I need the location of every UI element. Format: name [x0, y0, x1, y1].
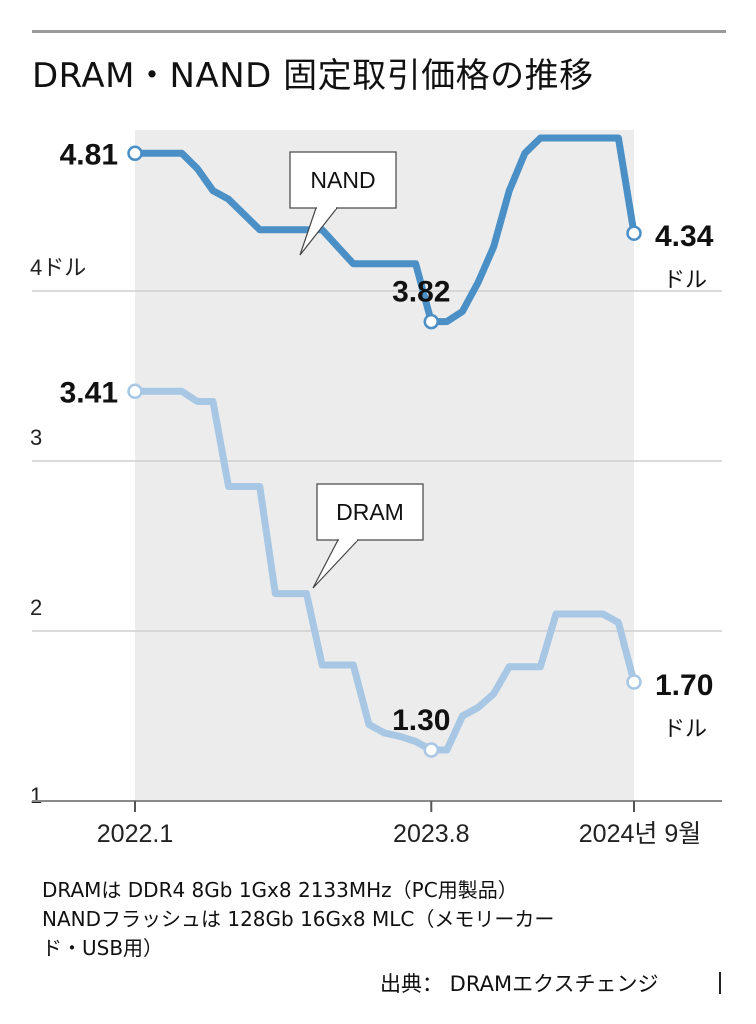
chart-title: DRAM・NAND 固定取引価格の推移 — [32, 56, 594, 96]
data-point-marker — [423, 313, 440, 330]
series-line-dram — [131, 387, 638, 754]
data-point-marker — [127, 145, 143, 162]
note-line-dram: DRAMは DDR4 8Gb 1Gx8 2133MHz（PC用製品） — [42, 878, 518, 902]
value-unit-end: ドル — [663, 268, 707, 293]
y-tick-label: 3 — [30, 425, 42, 450]
note-line-nand-cont: ド・USB用） — [42, 936, 164, 960]
y-tick-label: 1 — [30, 783, 42, 808]
series-lines — [127, 134, 642, 758]
x-tick-label: 2022.1 — [97, 820, 173, 848]
data-point-marker — [626, 674, 642, 690]
y-tick-label: 2 — [30, 595, 42, 620]
timeline-shade — [135, 130, 634, 801]
top-rule — [32, 30, 726, 33]
value-label-start: 3.41 — [60, 376, 118, 409]
callout-box — [289, 151, 397, 209]
y-axis-ticks: 1 2 3 4ドル — [30, 255, 86, 808]
data-labels: 4.81 3.82 4.34 ドル 3.41 1.30 1.70 ドル — [60, 138, 714, 742]
callout-box — [316, 483, 424, 541]
data-point-marker — [423, 742, 440, 758]
series-name-label: NAND — [310, 167, 375, 193]
series-name-label: DRAM — [336, 499, 404, 525]
source-rule — [719, 972, 721, 994]
value-label-mid: 1.30 — [392, 704, 450, 737]
data-point-marker — [626, 225, 642, 241]
value-label-end: 4.34 — [655, 220, 714, 253]
series-line-nand — [131, 134, 638, 326]
series-callouts: NAND DRAM — [289, 151, 424, 589]
x-tick-label: 2024년 9월 — [579, 820, 701, 848]
y-tick-label: 4ドル — [30, 255, 86, 280]
note-line-nand: NANDフラッシュは 128Gb 16Gx8 MLC（メモリーカー — [42, 907, 555, 931]
x-tick-label: 2023.8 — [393, 820, 469, 848]
callout-nand: NAND — [289, 151, 397, 256]
value-label-end: 1.70 — [655, 669, 713, 702]
data-point-marker — [127, 383, 143, 400]
value-label-start: 4.81 — [60, 138, 118, 171]
callout-dram: DRAM — [312, 483, 424, 589]
value-label-mid: 3.82 — [392, 276, 450, 309]
gridlines — [32, 290, 722, 632]
x-axis-ticks: 2022.1 2023.8 2024년 9월 — [97, 801, 701, 848]
value-unit-end: ドル — [663, 717, 707, 742]
chart-notes: DRAMは DDR4 8Gb 1Gx8 2133MHz（PC用製品） NANDフ… — [42, 876, 722, 963]
source-credit: 出典： DRAMエクスチェンジ — [380, 972, 659, 996]
